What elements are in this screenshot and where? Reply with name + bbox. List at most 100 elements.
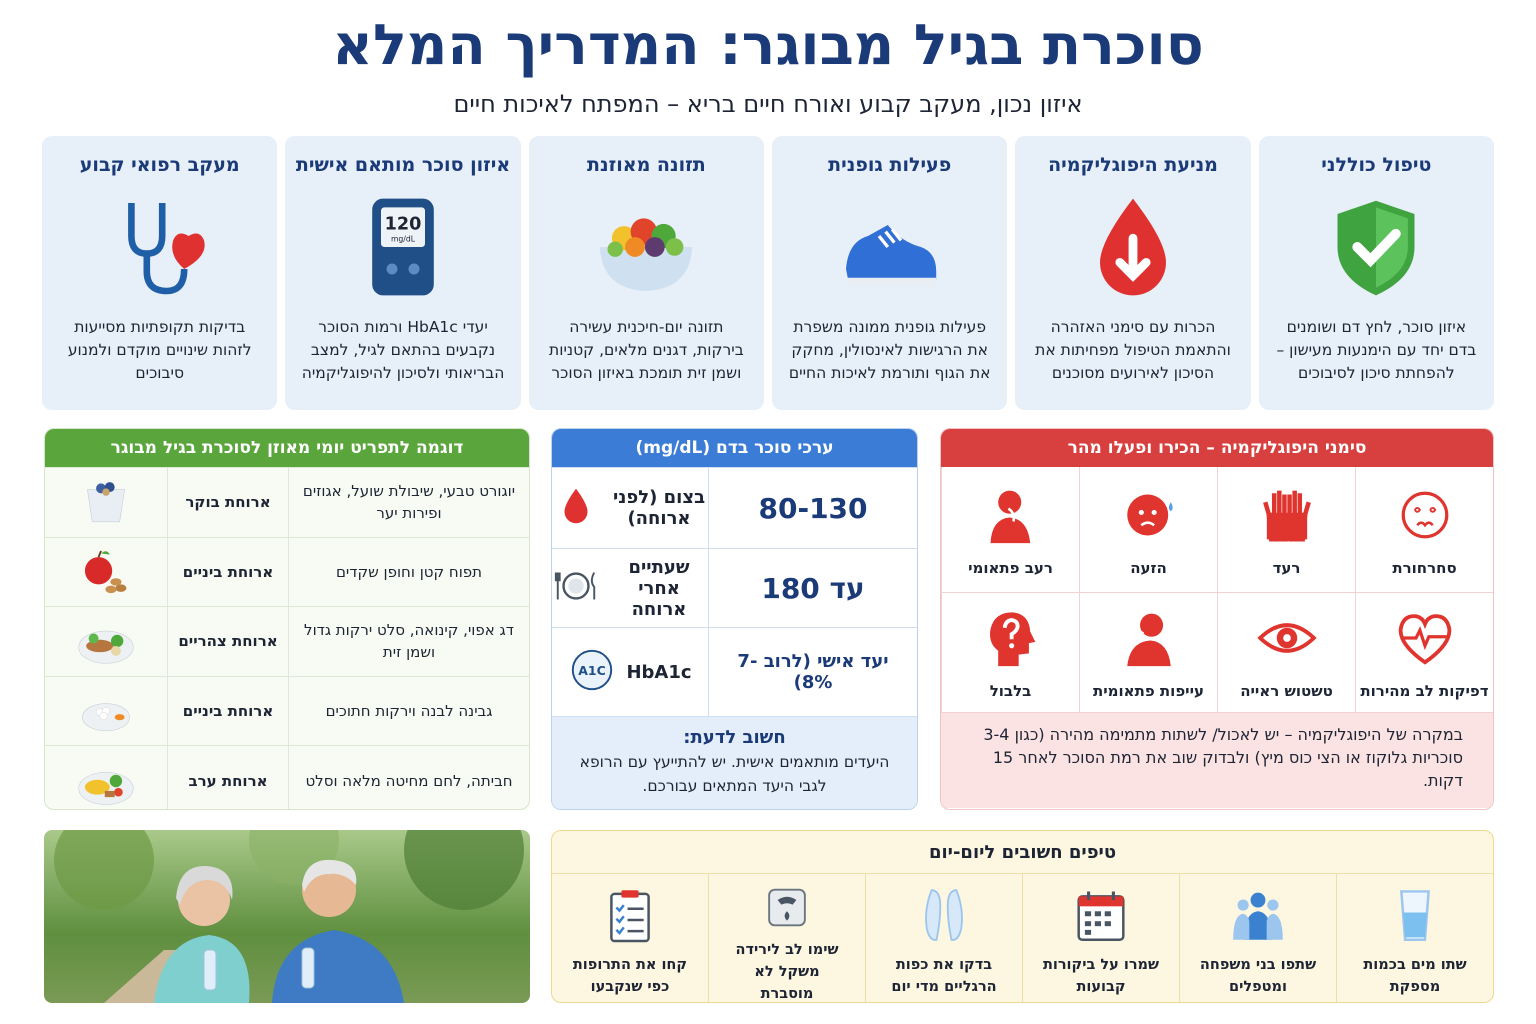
icon-part [1126, 494, 1168, 535]
menu-food: יוגורט טבעי, שיבולת שועל, אגוזים ופירות … [302, 482, 516, 523]
icon-part [99, 712, 108, 721]
icon-part [203, 949, 217, 991]
panel-title: טיפים חשובים ליום-יום [928, 842, 1117, 863]
icon-part [1087, 891, 1115, 901]
icon-part [1084, 911, 1111, 935]
symptom-label: דפיקות לב מהירות [1360, 681, 1489, 700]
icon-part [1094, 921, 1101, 927]
symptom-label: בלבול [989, 681, 1032, 700]
card-title: תזונה מאוזנת [587, 154, 706, 176]
icon-part [1077, 891, 1125, 942]
sugar-value: עד 180 [708, 549, 917, 627]
meter-reading: 120 [385, 214, 422, 234]
tip-label: בדקו את כפות הרגליים מדי יום [891, 957, 997, 995]
icon-part [768, 888, 806, 927]
icon-part [1403, 912, 1427, 938]
icon-part [110, 646, 121, 657]
sugar-icon: A1C [568, 646, 616, 699]
topic-cards: טיפול כוללני איזון סוכר, לחץ דם ושומנים ב… [42, 136, 1494, 410]
icon-part [143, 253, 188, 295]
symptom: רעב פתאומי [941, 467, 1079, 593]
icon-part [102, 488, 110, 497]
menu-image [45, 677, 167, 746]
topic-card: טיפול כוללני איזון סוכר, לחץ דם ושומנים ב… [1258, 136, 1494, 410]
note-title: חשוב לדעת: [683, 727, 786, 748]
symptom-label: טשטוש ראייה [1240, 681, 1333, 700]
menu-food: חביתה, לחם מחיטה מלאה וסלט [305, 771, 513, 790]
menu-meal: ארוחת ביניים [167, 537, 289, 607]
menu-panel: דוגמה לתפריט יומי מאוזן לסוכרת בגיל מבוג… [44, 428, 530, 810]
icon-part [554, 571, 596, 600]
icon-part [925, 889, 963, 941]
panel-title: סימני היפוגליקמיה – הכירו ופעלו מהר [941, 429, 1493, 467]
sugar-value: יעד אישי (לרוב 7-8%) [708, 628, 917, 716]
icon-part [610, 890, 650, 943]
sugar-note: חשוב לדעת: היעדים מותאמים אישית. יש להתיי… [552, 716, 917, 809]
icon-part [54, 830, 154, 910]
sugar-panel: ערכי סוכר בדם (mg/dL) 80-130 בצום (לפני אר… [551, 428, 918, 810]
icon-part [568, 577, 584, 594]
icon-part [178, 874, 230, 926]
card-title: טיפול כוללני [1321, 154, 1432, 176]
page-subtitle: איזון נכון, מעקב קבוע ואורח חיים בריא – … [453, 90, 1083, 118]
hypo-panel: סימני היפוגליקמיה – הכירו ופעלו מהר סחרחו… [940, 428, 1494, 810]
icon-part [87, 482, 125, 523]
icon-part [877, 228, 902, 249]
card-text: איזון סוכר, לחץ דם ושומנים בדם יחד עם הי… [1276, 318, 1477, 382]
menu-food: גבינה לבנה וירקות חתוכים [325, 702, 493, 721]
topic-card: איזון סוכר מותאם אישית 120 mg/dL יעדי HbA1c… [285, 136, 521, 410]
icon-part [768, 888, 806, 927]
icon-part [1084, 929, 1092, 935]
icon-part [1337, 200, 1415, 296]
icon-part [127, 203, 166, 257]
icon-part [621, 890, 639, 898]
meter-unit: mg/dL [391, 235, 416, 244]
sugar-label: HbA1c A1C [552, 628, 708, 716]
icon-part [625, 237, 646, 257]
tip: שמרו על ביקורות קבועות [1022, 874, 1179, 1002]
icon-part [666, 238, 684, 256]
icon-part [1134, 630, 1144, 645]
menu-meal: ארוחת ביניים [167, 676, 289, 746]
icon-part [78, 771, 134, 805]
icon-part [989, 611, 1035, 666]
tip-label: שמרו על ביקורות קבועות [1042, 957, 1160, 995]
card-text: בדיקות תקופתיות מסייעות לזהות שינויים מו… [67, 318, 252, 382]
note-text: היעדים מותאמים אישית. יש להתייעץ עם הרופ… [579, 753, 890, 795]
topic-card: תזונה מאוזנת תזונה יום-חיכנית עשירה בירקו… [528, 136, 765, 410]
icon-part [784, 911, 790, 921]
icon-part [1237, 899, 1249, 911]
icon-part [627, 907, 644, 933]
symptom-label: רעד [1272, 558, 1301, 577]
sugar-row: יעד אישי (לרוב 7-8%) HbA1c A1C [552, 627, 917, 716]
icon-part [386, 263, 398, 275]
icon-part [1115, 233, 1151, 282]
icon-part [1262, 490, 1311, 542]
tips-panel: טיפים חשובים ליום-יום שתו מים בכמות מספקת… [551, 830, 1494, 1003]
symptom: דפיקות לב מהירות [1355, 593, 1493, 713]
a1c-icon: A1C [579, 662, 606, 677]
icon-part [1286, 490, 1311, 542]
menu-image [45, 746, 167, 809]
icon-part [990, 517, 1030, 543]
icon-part [1400, 890, 1430, 942]
icon-part [1100, 198, 1167, 296]
tip: בדקו את כפות הרגליים מדי יום [865, 874, 1022, 1002]
icon-part [84, 779, 110, 795]
icon-part [88, 634, 99, 644]
icon-part [845, 277, 936, 287]
menu-row: תפוח קטן וחופן שקדים ארוחת ביניים [45, 536, 529, 607]
icon-part [1401, 491, 1448, 538]
icon-part [1007, 507, 1015, 522]
icon-part [1104, 921, 1111, 927]
card-title: פעילות גופנית [828, 154, 952, 176]
icon-part [82, 703, 130, 732]
icon-part [997, 490, 1021, 514]
tip: שימו לב לירידה משקל לא מוסברת [708, 874, 865, 1002]
tip-label: שתו מים בכמות מספקת [1363, 957, 1467, 995]
icon-part [990, 490, 1030, 543]
symptom-label: סחרחורת [1392, 558, 1457, 577]
menu-meal: ארוחת ערב [167, 746, 289, 809]
symptom-label: עייפות פתאומית [1093, 681, 1205, 700]
